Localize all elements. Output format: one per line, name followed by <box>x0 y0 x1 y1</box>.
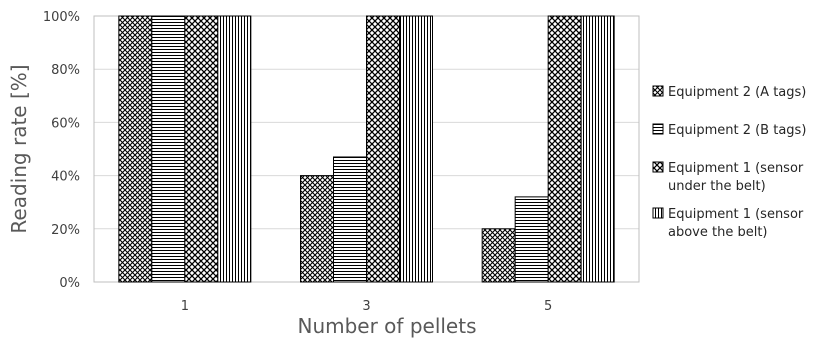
y-axis-ticks: 0% 20% 40% 60% 80% 100% <box>43 10 80 291</box>
x-tick-label: 1 <box>181 299 189 314</box>
legend-label: Equipment 1 (sensor <box>668 207 804 222</box>
legend-label: Equipment 2 (A tags) <box>668 85 806 100</box>
y-tick-label: 20% <box>51 223 80 238</box>
bar <box>399 15 433 283</box>
y-tick-label: 80% <box>51 63 80 78</box>
legend-swatch <box>652 85 664 97</box>
bar <box>118 15 153 283</box>
legend-label: under the belt) <box>668 179 766 194</box>
y-axis-title: Reading rate [%] <box>7 64 31 233</box>
x-tick-label: 3 <box>362 299 370 314</box>
bar <box>366 15 400 283</box>
legend-swatch <box>652 207 664 219</box>
y-tick-label: 40% <box>51 170 80 185</box>
bar <box>151 15 186 283</box>
legend: Equipment 2 (A tags) Equipment 2 (B tags)… <box>652 85 806 240</box>
bar <box>580 15 615 283</box>
y-tick-label: 0% <box>59 276 80 291</box>
x-axis-title: Number of pellets <box>297 314 476 338</box>
bar <box>514 196 549 283</box>
bar <box>300 175 334 283</box>
bar <box>481 228 516 283</box>
legend-label: above the belt) <box>668 225 768 240</box>
legend-swatch <box>652 123 664 135</box>
bar <box>547 15 582 283</box>
y-tick-label: 60% <box>51 116 80 131</box>
x-tick-label: 5 <box>544 299 552 314</box>
legend-swatch <box>652 161 664 173</box>
y-tick-label: 100% <box>43 10 80 25</box>
bar <box>217 15 252 283</box>
legend-label: Equipment 1 (sensor <box>668 161 804 176</box>
bars <box>118 15 615 283</box>
bar <box>333 156 367 283</box>
x-axis-ticks: 1 3 5 <box>181 299 553 314</box>
bar <box>184 15 219 283</box>
legend-label: Equipment 2 (B tags) <box>668 123 806 138</box>
